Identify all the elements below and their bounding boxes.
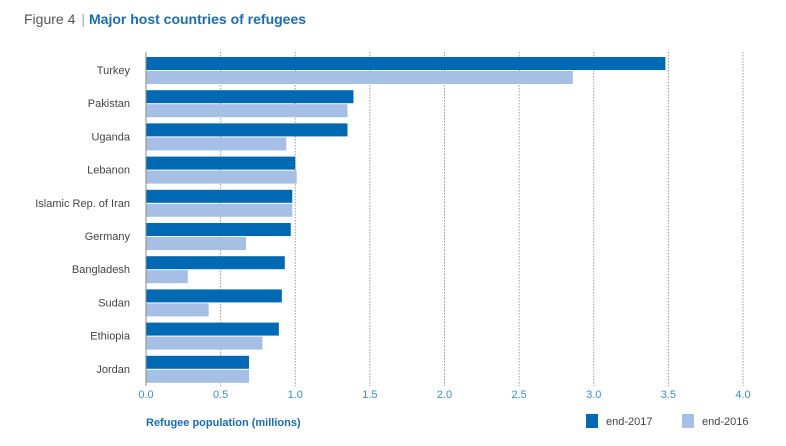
chart-title: Major host countries of refugees xyxy=(89,11,307,27)
category-label: Turkey xyxy=(97,65,131,77)
bar-end-2017-ethiopia xyxy=(146,322,279,336)
bar-end-2016-bangladesh xyxy=(146,270,188,284)
legend-swatch-end-2016 xyxy=(682,414,694,428)
bar-end-2017-germany xyxy=(146,223,291,236)
bar-end-2016-pakistan xyxy=(146,104,348,118)
legend: end-2017 end-2016 xyxy=(586,414,749,428)
bar-end-2017-uganda xyxy=(146,123,348,137)
title-separator: | xyxy=(81,11,85,27)
bar-end-2017-pakistan xyxy=(146,90,354,104)
x-tick-labels: 0.0 0.5 1.0 1.5 2.0 2.5 3.0 3.5 4.0 xyxy=(138,389,750,401)
category-label: Islamic Rep. of Iran xyxy=(35,198,130,210)
bar-end-2016-islamic-rep-of-iran xyxy=(146,203,293,217)
x-tick-label: 1.5 xyxy=(362,389,377,401)
bar-end-2016-jordan xyxy=(146,369,249,383)
category-label: Bangladesh xyxy=(72,264,130,276)
x-axis-label: Refugee population (millions) xyxy=(146,417,301,429)
category-label: Ethiopia xyxy=(90,331,131,343)
category-label: Uganda xyxy=(91,131,130,143)
category-label: Pakistan xyxy=(88,98,130,110)
bar-end-2016-lebanon xyxy=(146,170,297,184)
x-tick-label: 3.5 xyxy=(661,389,676,401)
x-tick-label: 2.5 xyxy=(511,389,526,401)
x-tick-label: 2.0 xyxy=(437,389,452,401)
x-tick-label: 0.5 xyxy=(213,389,228,401)
bar-end-2017-sudan xyxy=(146,289,282,303)
legend-swatch-end-2017 xyxy=(586,414,598,428)
x-tick-label: 3.0 xyxy=(586,389,601,401)
category-label: Germany xyxy=(85,231,131,243)
bar-end-2016-uganda xyxy=(146,137,287,151)
x-tick-label: 1.0 xyxy=(288,389,303,401)
figure-title: Figure 4 | Major host countries of refugee… xyxy=(24,11,306,27)
bar-end-2017-jordan xyxy=(146,355,249,369)
figure-label: Figure 4 xyxy=(24,11,76,27)
legend-label-end-2017: end-2017 xyxy=(606,416,653,428)
bar-end-2016-germany xyxy=(146,237,246,250)
bar-end-2017-lebanon xyxy=(146,156,296,170)
bar-end-2017-turkey xyxy=(146,57,666,70)
bar-end-2017-bangladesh xyxy=(146,256,285,270)
category-label: Lebanon xyxy=(87,165,130,177)
x-tick-label: 4.0 xyxy=(735,389,750,401)
bar-end-2016-turkey xyxy=(146,71,573,84)
bar-end-2016-sudan xyxy=(146,303,209,317)
category-labels: Turkey Pakistan Uganda Lebanon Islamic Rep. … xyxy=(35,65,131,376)
bar-end-2017-islamic-rep-of-iran xyxy=(146,189,293,203)
bar-end-2016-ethiopia xyxy=(146,336,263,350)
legend-label-end-2016: end-2016 xyxy=(702,416,749,428)
bars xyxy=(146,57,666,383)
category-label: Jordan xyxy=(96,364,130,376)
category-label: Sudan xyxy=(98,297,130,309)
x-tick-label: 0.0 xyxy=(138,389,153,401)
